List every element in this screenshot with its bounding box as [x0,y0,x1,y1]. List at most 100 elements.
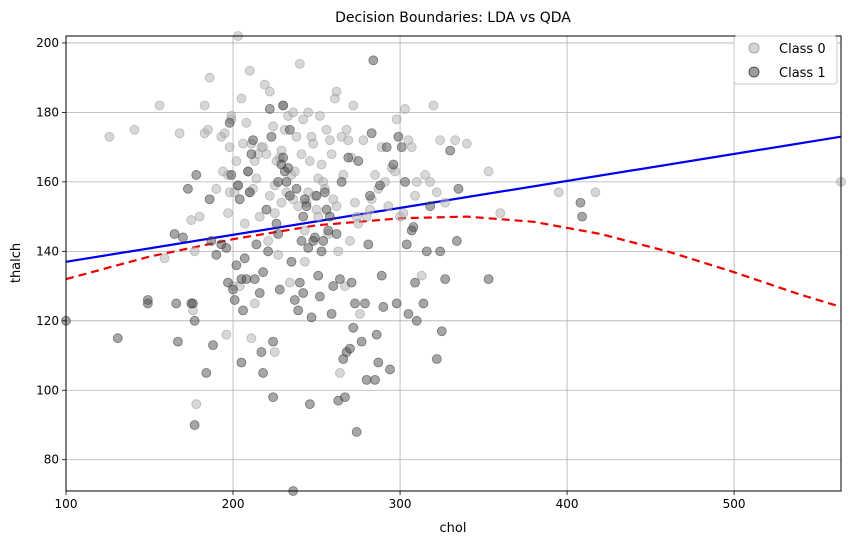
qda-boundary-line [65,215,842,308]
class-1-point [236,357,247,368]
class-1-point [425,201,436,212]
class-1-point [189,420,200,430]
class-1-point [316,246,327,257]
class-0-point [410,190,420,201]
class-1-point [319,187,330,198]
class-1-point [291,183,302,194]
class-0-point [246,333,257,344]
class-1-point [171,298,182,309]
class-0-point [259,79,270,90]
class-0-point [298,114,309,125]
class-1-point [284,190,295,201]
class-0-point [425,176,436,187]
class-0-point [241,117,252,128]
class-0-point [268,121,279,132]
class-1-point [445,145,456,156]
class-1-point [385,364,395,375]
class-1-point [323,225,334,236]
class-1-point [271,218,282,229]
class-1-point [348,322,359,333]
boundary-lines [65,135,842,308]
class-1-point [191,170,202,180]
class-1-point [403,308,414,319]
class-0-point [204,72,215,83]
class-1-point [381,142,392,153]
class-1-point [201,368,212,378]
class-0-point [450,135,461,146]
class-1-point [440,274,451,285]
class-0-point [304,156,315,166]
class-1-point [363,239,374,250]
class-1-point [221,242,232,253]
class-1-point [294,277,305,288]
class-1-point [350,298,360,309]
class-0-point [326,149,337,159]
lda-boundary-line [65,135,842,263]
y-tick-label: 140 [36,244,59,258]
class-0-point [308,138,319,149]
class-0-point [355,308,365,319]
class-0-point [350,197,360,208]
class-1-point [178,232,188,243]
class-1-point [375,180,385,191]
class-0-point [406,142,417,153]
y-axis-label: thalch [9,243,24,283]
class-1-point [188,298,198,309]
class-1-point [289,295,300,305]
class-0-point [416,270,427,281]
x-axis-label: chol [440,521,467,536]
class-1-point [241,274,252,285]
x-tick-label: 400 [556,497,579,511]
class-0-point [191,399,202,410]
class-0-point [194,211,205,222]
class-1-point [301,201,312,212]
legend: Class 0 Class 1 [733,35,838,85]
class-1-point [251,239,262,250]
class-1-point [309,232,320,243]
class-1-point [248,135,258,146]
class-1-point [234,194,245,205]
class-1-point [483,274,494,285]
legend-box [733,35,838,85]
class-1-point [421,246,432,257]
class-1-point [408,222,419,232]
grid [65,36,841,491]
class-1-point [391,298,402,309]
class-0-point [400,104,410,114]
class-0-point [263,236,274,246]
class-0-point [461,138,472,149]
class-1-point [243,166,253,177]
class-0-point [345,236,355,246]
class-1-point [378,302,389,312]
y-tick-label: 160 [36,175,59,189]
class-0-point [284,277,295,288]
class-0-point [273,249,284,260]
class-1-point [370,374,380,385]
class-1-point [296,236,307,246]
class-1-point [268,392,279,403]
class-1-point [410,277,420,288]
class-1-point [273,229,284,239]
y-tick-label: 180 [36,105,59,119]
x-tick-label: 500 [723,497,746,511]
class-0-point [203,124,213,135]
class-1-point [306,312,317,323]
class-1-point [343,152,354,163]
class-1-point [400,176,410,187]
class-1-point [278,100,289,111]
scatter-points [61,31,846,496]
legend-label-class-1: Class 1 [779,66,826,81]
class-0-point [365,204,375,215]
legend-label-class-0: Class 0 [779,42,826,57]
class-0-point [294,58,305,69]
class-1-point [261,204,272,215]
class-0-point [104,131,115,142]
class-1-point [368,55,379,66]
class-0-point [353,218,364,229]
class-1-point [313,270,324,281]
class-1-point [335,274,345,285]
class-1-point [345,343,355,354]
class-0-point [325,135,335,146]
class-1-point [189,315,200,326]
class-0-point [590,187,601,198]
